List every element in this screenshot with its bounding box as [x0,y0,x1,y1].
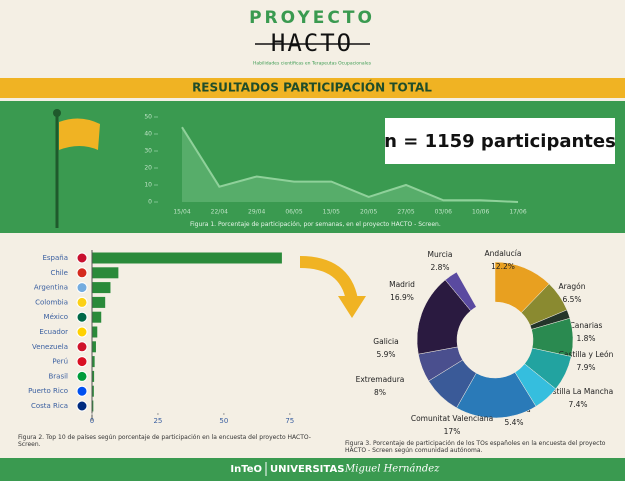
x-tick-label: 03/06 [435,209,452,216]
x-tick-label: 13/05 [323,209,340,216]
tagline: Habilidades científicas en Terapeutas Oc… [253,60,372,67]
footer-name: Miguel Hernández [344,464,440,475]
caption: Figura 3. Porcentaje de participación de… [345,440,615,456]
slice-label: Madrid [389,280,415,289]
infographic: PROYECTO HACTO Habilidades científicas e… [0,0,625,481]
slice-label: Aragón [559,282,586,291]
footer-brand: InTeO [230,464,262,475]
y-tick-label: Colombia [35,298,68,306]
value-label: 8% [374,388,386,397]
logo: HACTO [271,29,353,57]
bar [92,341,96,352]
y-tick-label: 40 [144,131,152,138]
caption-text: Figura 1. Porcentaje de participación, p… [190,221,490,228]
y-tick-label: 30 [144,148,152,155]
y-tick-label: Ecuador [39,328,68,336]
y-tick-label: 10 [144,182,152,189]
bar [92,312,101,323]
flag-icon [77,327,87,337]
value-label: 5.4% [504,418,523,427]
bar [92,282,110,293]
x-tick-label: 27/05 [397,209,414,216]
x-tick-label: 29/04 [248,209,265,216]
value-label: 6.5% [562,295,581,304]
y-tick-label: 50 [144,114,152,121]
y-tick-label: 20 [144,165,152,172]
y-tick-label: Puerto Rico [28,387,68,395]
flag-icon [77,297,87,307]
x-tick-label: 25 [153,417,162,425]
x-tick-label: 10/06 [472,209,489,216]
slice-label: Extremadura [356,375,405,384]
y-tick-label: Brasil [48,372,68,380]
title: PROYECTO [249,8,375,28]
y-tick-label: Costa Rica [31,402,68,410]
flag-icon [77,386,87,396]
flag-icon [77,357,87,367]
slice-label: Murcia [428,250,453,259]
y-tick-label: México [44,313,68,321]
y-tick-label: Venezuela [32,343,68,351]
x-tick-label: 50 [219,417,228,425]
x-tick-label: 0 [90,417,94,425]
y-tick-label: Chile [50,269,68,277]
flag-icon [77,371,87,381]
x-tick-label: 06/05 [285,209,302,216]
value-label: 2.8% [430,263,449,272]
caption: Figura 2. Top 10 de países según porcent… [18,434,318,454]
value-label: 7.9% [576,363,595,372]
bar [92,327,97,338]
flag-icon [77,401,87,411]
flag-icon [77,283,87,293]
value-label: 12.2% [491,262,515,271]
slice-label: Galicia [373,337,398,346]
value-label: 17% [444,427,461,436]
value-label: 16.9% [390,293,414,302]
slice-label: Comunitat Valenciana [411,414,493,423]
bar [92,253,282,264]
x-tick-label: 15/04 [173,209,190,216]
flag-icon [77,312,87,322]
y-tick-label: Perú [52,358,68,366]
y-tick-label: Argentina [34,284,68,292]
bar [92,267,118,278]
slice-label: Canarias [570,321,603,330]
flag [59,118,100,150]
y-tick-label: 0 [148,199,152,206]
slice-label: Andalucía [485,249,522,258]
caption: Figura 1. Porcentaje de participación, p… [190,221,490,231]
participants: n = 1159 participantes [384,131,616,152]
flag-icon [77,268,87,278]
y-tick-label: España [42,254,68,262]
x-tick-label: 22/04 [211,209,228,216]
footer-university: UNIVERSITAS [270,464,344,475]
flag-top [53,109,61,117]
banner-text: RESULTADOS PARTICIPACIÓN TOTAL [192,80,432,95]
value-label: 7.4% [568,400,587,409]
caption-text: Figura 2. Top 10 de países según porcent… [18,434,318,448]
value-label: 1.8% [576,334,595,343]
flag-icon [77,342,87,352]
value-label: 5.9% [376,350,395,359]
x-tick-label: 17/06 [509,209,526,216]
bar [92,297,105,308]
x-tick-label: 75 [285,417,294,425]
flag-icon [77,253,87,263]
x-tick-label: 20/05 [360,209,377,216]
caption-text: Figura 3. Porcentaje de participación de… [345,440,615,454]
